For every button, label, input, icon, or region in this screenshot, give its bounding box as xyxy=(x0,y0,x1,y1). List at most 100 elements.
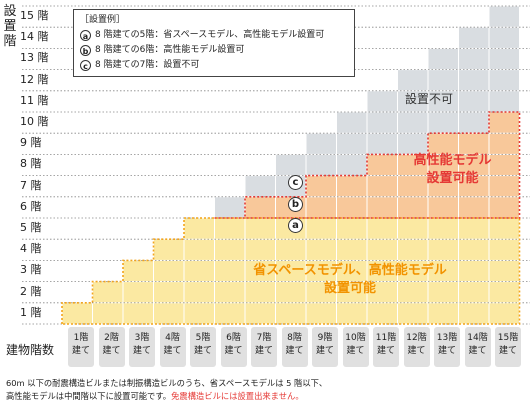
building-cell: 1階 建て xyxy=(68,327,94,367)
cell-not-allowed xyxy=(489,91,519,112)
cell-eco xyxy=(123,282,153,303)
cell-high xyxy=(337,176,367,197)
footnote-line2-text: 高性能モデルは中間階以下に設置可能です。 xyxy=(6,391,172,401)
legend-item-text: 8 階建ての5階：省スペースモデル、高性能モデル設置可 xyxy=(95,30,325,40)
cell-eco xyxy=(276,260,306,282)
building-cell: 13階 建て xyxy=(434,327,460,367)
cell-not-allowed xyxy=(489,6,519,27)
cell-not-allowed xyxy=(459,91,489,112)
floor-label: 4 階 xyxy=(20,242,42,256)
building-suffix: 建て xyxy=(468,346,487,356)
cell-not-allowed xyxy=(459,27,489,48)
cell-not-allowed xyxy=(398,91,428,112)
cell-eco xyxy=(306,239,336,260)
floor-label: 2 階 xyxy=(20,284,42,298)
floor-label: 6 階 xyxy=(20,199,42,213)
cell-high xyxy=(428,154,458,176)
cell-eco xyxy=(215,260,245,282)
zone-eco-line2: 設置可能 xyxy=(323,281,376,296)
cell-eco xyxy=(154,260,184,282)
cell-not-allowed xyxy=(398,133,428,154)
cell-eco xyxy=(337,239,367,260)
building-floor-count: 15階 xyxy=(497,333,519,343)
legend-item-a: a 8 階建ての5階：省スペースモデル、高性能モデル設置可 xyxy=(80,28,348,43)
cell-high xyxy=(428,176,458,197)
legend-item-c: c 8 階建ての7階：設置不可 xyxy=(80,58,348,73)
building-floor-count: 11階 xyxy=(375,333,397,343)
cell-high xyxy=(367,176,397,197)
cell-eco xyxy=(276,303,306,324)
cell-eco xyxy=(367,303,397,324)
cell-eco xyxy=(398,218,428,239)
cell-high xyxy=(306,197,336,218)
cell-not-allowed xyxy=(245,176,275,197)
legend-box: ［設置例］ a 8 階建ての5階：省スペースモデル、高性能モデル設置可 b 8 … xyxy=(73,9,355,77)
cell-not-allowed xyxy=(337,133,367,154)
legend-item-text: 8 階建ての6階：高性能モデル設置可 xyxy=(95,45,245,55)
building-suffix: 建て xyxy=(498,346,517,356)
cell-eco xyxy=(428,239,458,260)
cell-eco xyxy=(489,303,519,324)
building-suffix: 建て xyxy=(224,346,243,356)
cell-high xyxy=(489,197,519,218)
building-suffix: 建て xyxy=(193,346,212,356)
building-cell: 8階 建て xyxy=(281,327,308,367)
cell-not-allowed xyxy=(489,70,519,91)
cell-eco xyxy=(184,282,214,303)
cell-not-allowed xyxy=(428,70,458,91)
building-cell: 11階 建て xyxy=(373,327,399,367)
floor-label: 8 階 xyxy=(20,157,42,171)
legend-item-text: 8 階建ての7階：設置不可 xyxy=(95,60,200,70)
legend-item-b: b 8 階建ての6階：高性能モデル設置可 xyxy=(80,43,348,58)
zone-high-performance-label: 高性能モデル 設置可能 xyxy=(395,152,510,188)
building-suffix: 建て xyxy=(102,346,121,356)
building-floor-count: 10階 xyxy=(345,333,366,343)
building-floor-count: 8階 xyxy=(287,333,302,343)
cell-eco xyxy=(367,260,397,282)
floor-label: 11 階 xyxy=(20,93,49,107)
cell-not-allowed xyxy=(215,197,245,218)
cell-high xyxy=(459,154,489,176)
cell-eco xyxy=(184,239,214,260)
cell-high xyxy=(489,133,519,154)
building-cell: 14階 建て xyxy=(464,327,491,367)
cell-eco xyxy=(398,282,428,303)
cell-not-allowed xyxy=(489,27,519,48)
cell-high xyxy=(367,154,397,176)
cell-eco xyxy=(154,239,184,260)
cell-high xyxy=(428,133,458,154)
cell-eco xyxy=(489,239,519,260)
floor-label: 10 階 xyxy=(20,115,49,128)
cell-eco xyxy=(184,218,214,239)
cell-high xyxy=(367,197,397,218)
building-cell: 10階 建て xyxy=(342,327,369,367)
cell-eco xyxy=(215,303,245,324)
cell-eco xyxy=(306,303,336,324)
building-cell: 6階 建て xyxy=(220,327,247,367)
building-floor-count: 1階 xyxy=(73,333,89,343)
cell-eco xyxy=(184,303,214,324)
cell-eco xyxy=(489,282,519,303)
marker-c-icon: c xyxy=(80,60,91,71)
cell-not-allowed xyxy=(337,154,367,176)
footnote: 60m 以下の耐震構造ビルまたは制振構造ビルのうち、省スペースモデルは 5 階以… xyxy=(6,377,327,403)
zone-space-saving-label: 省スペースモデル、高性能モデル 設置可能 xyxy=(210,262,490,298)
floor-label: 9 階 xyxy=(20,136,42,150)
eco-zone-outline xyxy=(61,217,521,325)
cell-high xyxy=(489,112,519,133)
cell-not-allowed xyxy=(337,112,367,133)
cell-eco xyxy=(245,303,275,324)
cell-eco xyxy=(428,282,458,303)
cell-eco xyxy=(367,239,397,260)
cell-not-allowed xyxy=(398,70,428,91)
zone-eco-line1: 省スペースモデル、高性能モデル xyxy=(253,263,447,278)
legend-title: ［設置例］ xyxy=(80,15,126,25)
floor-label: 3 階 xyxy=(20,263,42,277)
cell-eco xyxy=(215,282,245,303)
cell-eco xyxy=(459,260,489,282)
cell-eco xyxy=(398,260,428,282)
cell-eco xyxy=(428,218,458,239)
marker-b-icon: b xyxy=(80,45,91,56)
cell-not-allowed xyxy=(428,112,458,133)
